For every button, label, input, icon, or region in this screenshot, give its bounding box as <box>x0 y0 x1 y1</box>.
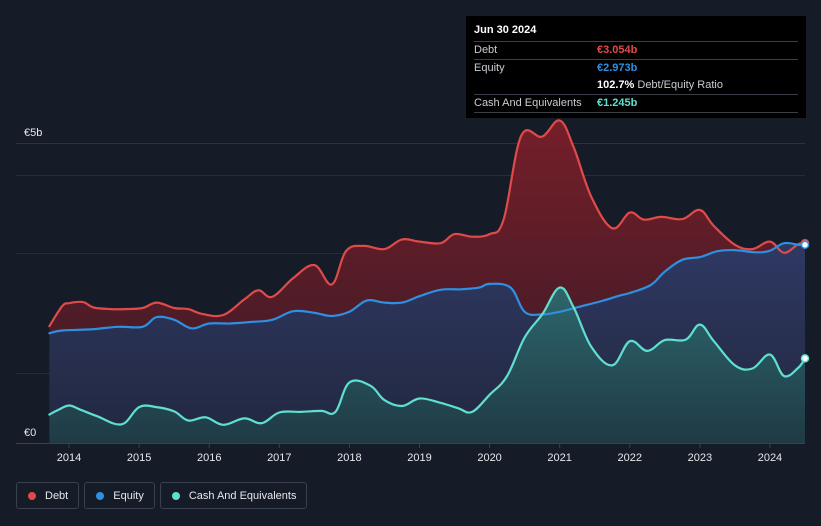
tooltip-cash-label: Cash And Equivalents <box>474 97 582 109</box>
x-tick-label-2021: 2021 <box>547 452 571 464</box>
end-marker-equity <box>800 240 810 250</box>
area-cash <box>49 287 805 443</box>
legend-item-equity[interactable]: Equity <box>84 482 155 509</box>
legend-debt-dot-icon <box>28 491 36 500</box>
tooltip-ratio-row: 102.7% Debt/Equity Ratio <box>474 77 798 94</box>
marker-layer <box>800 238 810 363</box>
series-line-cash <box>48 286 807 426</box>
y-axis-top-label: €5b <box>24 127 42 139</box>
x-tick-label-2016: 2016 <box>197 452 221 464</box>
legend-cash-label: Cash And Equivalents <box>188 489 297 502</box>
legend-item-debt[interactable]: Debt <box>16 482 80 509</box>
tooltip-equity-row: Equity €2.973b <box>474 59 798 77</box>
tooltip-debt-label: Debt <box>474 44 498 56</box>
tooltip-debt-value: €3.054b <box>597 44 638 56</box>
tooltip-debt-row: Debt €3.054b <box>474 41 798 59</box>
x-tick-label-2024: 2024 <box>758 452 782 464</box>
x-tick-label-2022: 2022 <box>618 452 642 464</box>
x-tick-label-2018: 2018 <box>337 452 361 464</box>
axis-layer: €5b €0 2014 2015 2016 2017 2018 2019 2020 2021 2… <box>24 127 782 464</box>
end-marker-cash <box>800 354 810 363</box>
chart-legend: Debt Equity Cash And Equivalents <box>16 482 308 509</box>
tooltip-cash-row: Cash And Equivalents €1.245b <box>474 94 798 113</box>
legend-item-cash[interactable]: Cash And Equivalents <box>159 482 308 509</box>
tooltip-ratio-label: Debt/Equity Ratio <box>637 79 723 91</box>
x-tick-label-2020: 2020 <box>477 452 501 464</box>
x-tick-label-2014: 2014 <box>57 452 81 464</box>
legend-cash-dot-icon <box>171 491 180 500</box>
x-tick-label-2017: 2017 <box>267 452 291 464</box>
legend-equity-dot-icon <box>96 491 105 500</box>
tooltip-equity-value: €2.973b <box>597 62 638 74</box>
legend-equity-label: Equity <box>113 489 144 502</box>
series-line-equity <box>48 241 807 335</box>
legend-debt-label: Debt <box>45 489 69 502</box>
tooltip-date: Jun 30 2024 <box>474 24 537 36</box>
area-layer <box>49 120 805 444</box>
tooltip-equity-label: Equity <box>474 62 505 74</box>
tooltip-cash-value: €1.245b <box>597 97 638 109</box>
x-tick-label-2019: 2019 <box>407 452 431 464</box>
tooltip-panel: Jun 30 2024 Debt €3.054b Equity €2.973b … <box>466 16 806 118</box>
x-tick-label-2015: 2015 <box>127 452 151 464</box>
line-layer <box>48 119 807 426</box>
series-line-debt <box>48 119 807 328</box>
tooltip-ratio-value: 102.7% <box>597 79 635 91</box>
x-tick-label-2023: 2023 <box>688 452 712 464</box>
y-axis-bottom-label: €0 <box>24 427 36 439</box>
